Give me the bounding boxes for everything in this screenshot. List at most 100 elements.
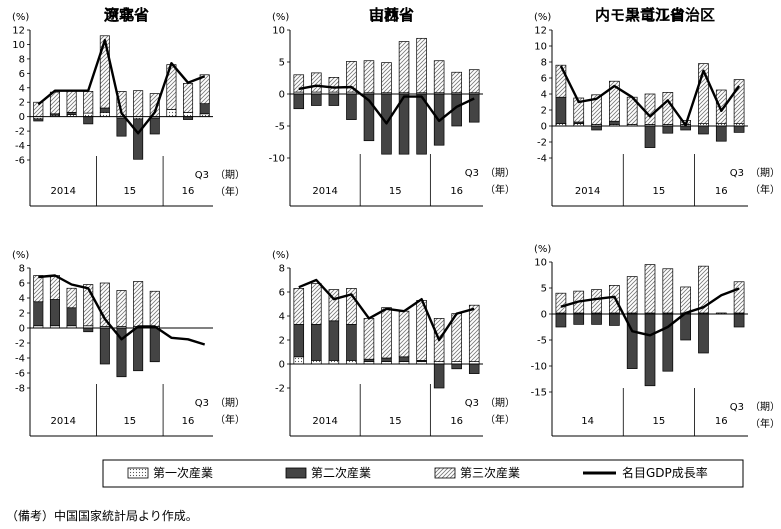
- y-tick-label: 2: [279, 336, 285, 347]
- bar-tertiary: [293, 288, 305, 325]
- bar-secondary: [715, 125, 727, 142]
- y-tick-label: -2: [15, 127, 25, 138]
- y-tick-label: 5: [279, 58, 285, 69]
- y-tick-label: 8: [19, 264, 25, 275]
- bar-secondary: [293, 324, 305, 358]
- bar-tertiary: [662, 268, 674, 314]
- bar-secondary: [83, 327, 94, 333]
- bar-tertiary: [311, 283, 322, 325]
- y-tick-label: 2: [19, 309, 25, 320]
- bar-tertiary: [66, 90, 77, 113]
- bar-tertiary: [715, 89, 727, 124]
- period-label: （期）: [750, 401, 780, 413]
- bar-tertiary: [398, 310, 410, 358]
- legend-label-gdp: 名目GDP成長率: [622, 465, 708, 480]
- year-label: 15: [123, 186, 136, 197]
- bar-tertiary: [183, 83, 194, 113]
- bar-secondary: [66, 307, 77, 327]
- period-label: （期）: [485, 167, 515, 179]
- bar-secondary: [680, 313, 691, 341]
- y-tick-label: 4: [279, 312, 285, 323]
- year-label: 15: [389, 416, 402, 427]
- bar-secondary: [733, 313, 745, 328]
- y-tick-label: 8: [541, 58, 547, 69]
- y-tick-label: 0: [279, 90, 285, 101]
- bar-tertiary: [199, 74, 210, 105]
- y-tick-label: 6: [19, 69, 25, 80]
- year-label: 16: [450, 416, 463, 427]
- legend-swatch-tertiary: [434, 467, 456, 479]
- bar-tertiary: [99, 35, 110, 109]
- y-tick-label: -15: [531, 388, 547, 399]
- bar-secondary: [644, 313, 656, 387]
- year-label: 2014: [51, 416, 76, 427]
- bar-secondary: [116, 117, 127, 137]
- y-tick-label: 0: [279, 360, 285, 371]
- year-unit-label: （年）: [750, 183, 780, 196]
- bar-tertiary: [591, 289, 602, 314]
- bar-secondary: [609, 313, 620, 326]
- bar-tertiary: [573, 97, 585, 123]
- bar-primary: [99, 111, 110, 118]
- bar-tertiary: [381, 307, 392, 359]
- bar-tertiary: [733, 281, 745, 314]
- bar-tertiary: [293, 74, 305, 93]
- gdp-line: [298, 278, 475, 342]
- y-tick-label: -2: [15, 339, 25, 350]
- y-tick-label: -5: [275, 122, 285, 133]
- y-tick-label: -2: [537, 138, 547, 149]
- bar-tertiary: [468, 304, 480, 362]
- panel-title: 山西省: [369, 6, 414, 24]
- bar-tertiary: [381, 62, 392, 94]
- bar-tertiary: [416, 37, 427, 94]
- quarter-label: Q3: [195, 170, 209, 181]
- y-tick-label: 8: [279, 264, 285, 275]
- bar-secondary: [381, 357, 392, 362]
- bar-primary: [293, 356, 305, 365]
- quarter-label: Q3: [465, 398, 479, 409]
- year-label: 16: [715, 186, 728, 197]
- bar-tertiary: [49, 91, 60, 115]
- bar-tertiary: [626, 276, 638, 314]
- bar-tertiary: [49, 275, 60, 300]
- y-tick-label: 0: [541, 122, 547, 133]
- bar-tertiary: [363, 60, 375, 94]
- legend-label-primary: 第一次産業: [153, 465, 213, 480]
- y-tick-label: 10: [12, 40, 25, 51]
- bar-secondary: [33, 301, 44, 327]
- bar-secondary: [591, 313, 602, 325]
- bar-secondary: [133, 118, 144, 160]
- legend: 第一次産業 第二次産業 第三次産業 名目GDP成長率: [102, 459, 744, 488]
- year-label: 15: [123, 416, 136, 427]
- bar-tertiary: [83, 91, 94, 114]
- bar-secondary: [698, 313, 709, 354]
- bar-tertiary: [644, 93, 656, 125]
- bar-secondary: [99, 327, 110, 365]
- bar-tertiary: [346, 61, 357, 93]
- gdp-line: [298, 84, 475, 125]
- y-tick-label: -10: [269, 154, 285, 165]
- y-tick-label: 4: [19, 83, 25, 94]
- y-tick-label: -4: [537, 154, 547, 165]
- quarter-label: Q3: [730, 168, 744, 179]
- bar-secondary: [573, 313, 585, 325]
- panel-title: 内モンゴル自治区: [595, 6, 715, 24]
- year-unit-label: （年）: [485, 183, 515, 196]
- y-unit-label: (%): [12, 12, 29, 23]
- year-label: 15: [653, 416, 666, 427]
- year-unit-label: （年）: [485, 413, 515, 426]
- quarter-label: Q3: [730, 402, 744, 413]
- period-label: （期）: [215, 397, 245, 409]
- period-label: （期）: [215, 169, 245, 181]
- year-label: 2014: [51, 186, 76, 197]
- year-unit-label: （年）: [750, 417, 780, 430]
- year-label: 2014: [575, 186, 600, 197]
- bar-tertiary: [33, 275, 44, 303]
- bar-tertiary: [149, 290, 160, 327]
- y-unit-label: (%): [12, 250, 29, 261]
- y-tick-label: -5: [537, 336, 547, 347]
